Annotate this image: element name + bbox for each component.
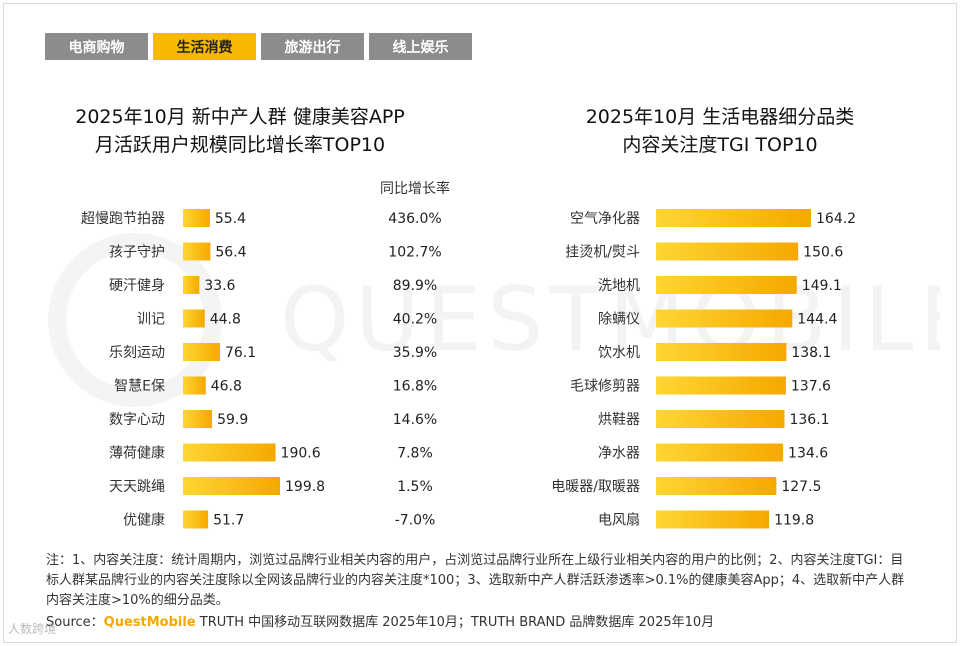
right-bar	[656, 242, 799, 261]
right-category-label: 电暖器/取暖器	[551, 479, 640, 495]
tab-ecommerce[interactable]: 电商购物	[45, 33, 148, 60]
left-bar	[183, 376, 206, 395]
growth-rate-label: -7.0%	[395, 513, 436, 529]
left-bar	[183, 309, 205, 328]
source-prefix: Source：	[46, 615, 104, 630]
right-category-label: 电风扇	[598, 513, 640, 529]
right-category-label: 除螨仪	[598, 312, 640, 328]
footnote: 注：1、内容关注度：统计周期内，浏览过品牌行业相关内容的用户，占浏览过品牌行业所…	[46, 553, 905, 608]
right-title-line1: 2025年10月 生活电器细分品类	[585, 106, 855, 128]
left-bar	[183, 477, 280, 495]
right-category-label: 烘鞋器	[598, 412, 640, 428]
right-bar	[656, 276, 797, 294]
left-value-label: 33.6	[204, 278, 235, 294]
left-bar	[183, 510, 209, 529]
left-category-label: 优健康	[123, 512, 165, 529]
right-category-label: 净水器	[598, 446, 640, 462]
left-value-label: 59.9	[217, 412, 248, 428]
growth-rate-label: 40.2%	[393, 312, 437, 328]
left-value-label: 55.4	[215, 211, 246, 227]
growth-rate-label: 14.6%	[393, 412, 437, 428]
tab-travel[interactable]: 旅游出行	[261, 33, 364, 60]
growth-rate-label: 35.9%	[393, 345, 437, 361]
tab-life-consumption[interactable]: 生活消费	[153, 33, 256, 60]
source-brand: QuestMobile	[103, 615, 196, 630]
right-title-line2: 内容关注度TGI TOP10	[622, 134, 818, 156]
left-value-label: 46.8	[211, 379, 242, 395]
left-category-label: 智慧E保	[114, 379, 165, 395]
right-value-label: 164.2	[816, 211, 856, 227]
left-bar	[183, 343, 220, 361]
left-title-line1: 2025年10月 新中产人群 健康美容APP	[75, 106, 405, 128]
source-suffix: TRUTH 中国移动互联网数据库 2025年10月；TRUTH BRAND 品牌…	[195, 615, 715, 630]
right-value-label: 150.6	[803, 245, 843, 261]
right-bar	[656, 510, 770, 529]
right-bar	[656, 410, 785, 428]
left-value-label: 199.8	[285, 479, 325, 495]
left-category-label: 薄荷健康	[109, 445, 165, 462]
corner-logo: 人数跨境	[8, 622, 57, 636]
right-bar	[656, 343, 787, 361]
right-chart-title: 2025年10月 生活电器细分品类 内容关注度TGI TOP10	[520, 103, 920, 159]
right-category-label: 洗地机	[598, 278, 640, 294]
right-value-label: 127.5	[781, 479, 821, 495]
left-category-label: 乐刻运动	[109, 345, 165, 361]
growth-rate-label: 1.5%	[397, 479, 433, 495]
right-category-label: 挂烫机/熨斗	[565, 245, 640, 261]
right-value-label: 134.6	[788, 446, 828, 462]
left-value-label: 51.7	[213, 513, 244, 529]
right-value-label: 138.1	[791, 345, 831, 361]
growth-column-header: 同比增长率	[380, 181, 450, 197]
right-value-label: 149.1	[802, 278, 842, 294]
growth-rate-label: 102.7%	[388, 245, 441, 261]
left-bar-chart: 超慢跑节拍器 55.4 436.0% 孩子守护 56.4 102.7% 硬汗健身 33.6 89…	[81, 209, 442, 529]
right-value-label: 137.6	[791, 379, 831, 395]
left-bar	[183, 410, 213, 428]
growth-rate-label: 7.8%	[397, 446, 433, 462]
right-value-label: 136.1	[789, 412, 829, 428]
left-value-label: 190.6	[281, 446, 321, 462]
left-bar	[183, 443, 276, 462]
right-value-label: 119.8	[774, 513, 814, 529]
right-bar	[656, 477, 777, 495]
left-category-label: 训记	[137, 312, 165, 328]
left-bar	[183, 242, 211, 261]
right-bar	[656, 443, 784, 462]
tab-online-entertainment[interactable]: 线上娱乐	[369, 33, 472, 60]
left-bar	[183, 209, 210, 227]
right-bar	[656, 309, 793, 328]
growth-rate-label: 89.9%	[393, 278, 437, 294]
left-category-label: 天天跳绳	[109, 479, 165, 495]
right-category-label: 毛球修剪器	[570, 379, 640, 395]
category-tabs: 电商购物 生活消费 旅游出行 线上娱乐	[45, 33, 472, 60]
left-category-label: 超慢跑节拍器	[81, 210, 165, 227]
right-value-label: 144.4	[797, 312, 837, 328]
left-value-label: 76.1	[225, 345, 256, 361]
left-value-label: 44.8	[210, 312, 241, 328]
right-bar	[656, 209, 811, 227]
right-bar-chart: 空气净化器 164.2 挂烫机/熨斗 150.6 洗地机 149.1 除螨仪 144.4 饮水机…	[551, 209, 856, 529]
source-line: Source：QuestMobile TRUTH 中国移动互联网数据库 2025…	[46, 611, 714, 630]
left-category-label: 硬汗健身	[109, 278, 165, 294]
growth-rate-label: 436.0%	[388, 211, 441, 227]
left-value-label: 56.4	[215, 245, 246, 261]
right-category-label: 饮水机	[598, 345, 640, 361]
left-title-line2: 月活跃用户规模同比增长率TOP10	[94, 134, 386, 156]
left-category-label: 数字心动	[109, 412, 165, 428]
page-frame	[3, 3, 957, 643]
right-bar	[656, 376, 786, 395]
right-category-label: 空气净化器	[570, 211, 640, 227]
left-bar	[183, 276, 200, 294]
growth-rate-label: 16.8%	[393, 379, 437, 395]
left-category-label: 孩子守护	[109, 245, 165, 261]
left-chart-title: 2025年10月 新中产人群 健康美容APP 月活跃用户规模同比增长率TOP10	[40, 103, 440, 159]
